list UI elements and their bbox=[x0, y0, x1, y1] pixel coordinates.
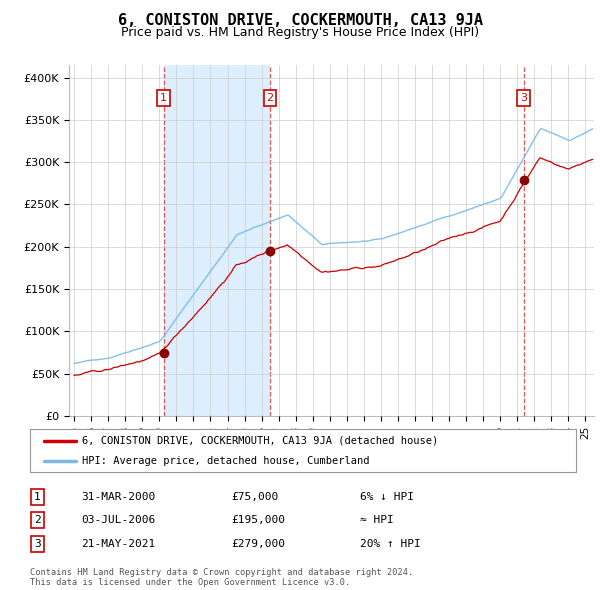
Text: £195,000: £195,000 bbox=[231, 516, 285, 525]
Text: £279,000: £279,000 bbox=[231, 539, 285, 549]
Text: Contains HM Land Registry data © Crown copyright and database right 2024.
This d: Contains HM Land Registry data © Crown c… bbox=[30, 568, 413, 587]
Text: HPI: Average price, detached house, Cumberland: HPI: Average price, detached house, Cumb… bbox=[82, 456, 370, 466]
Text: 2: 2 bbox=[34, 516, 41, 525]
Text: 1: 1 bbox=[34, 492, 41, 502]
Text: 6, CONISTON DRIVE, COCKERMOUTH, CA13 9JA (detached house): 6, CONISTON DRIVE, COCKERMOUTH, CA13 9JA… bbox=[82, 436, 438, 446]
Text: ≈ HPI: ≈ HPI bbox=[360, 516, 394, 525]
Text: 3: 3 bbox=[520, 93, 527, 103]
Text: 2: 2 bbox=[266, 93, 274, 103]
Text: Price paid vs. HM Land Registry's House Price Index (HPI): Price paid vs. HM Land Registry's House … bbox=[121, 26, 479, 39]
Text: 31-MAR-2000: 31-MAR-2000 bbox=[81, 492, 155, 502]
Text: £75,000: £75,000 bbox=[231, 492, 278, 502]
Text: 03-JUL-2006: 03-JUL-2006 bbox=[81, 516, 155, 525]
Text: 20% ↑ HPI: 20% ↑ HPI bbox=[360, 539, 421, 549]
Text: 21-MAY-2021: 21-MAY-2021 bbox=[81, 539, 155, 549]
Text: 3: 3 bbox=[34, 539, 41, 549]
Text: 1: 1 bbox=[160, 93, 167, 103]
Bar bbox=[164, 65, 270, 416]
Text: 6, CONISTON DRIVE, COCKERMOUTH, CA13 9JA: 6, CONISTON DRIVE, COCKERMOUTH, CA13 9JA bbox=[118, 13, 482, 28]
Text: 6% ↓ HPI: 6% ↓ HPI bbox=[360, 492, 414, 502]
